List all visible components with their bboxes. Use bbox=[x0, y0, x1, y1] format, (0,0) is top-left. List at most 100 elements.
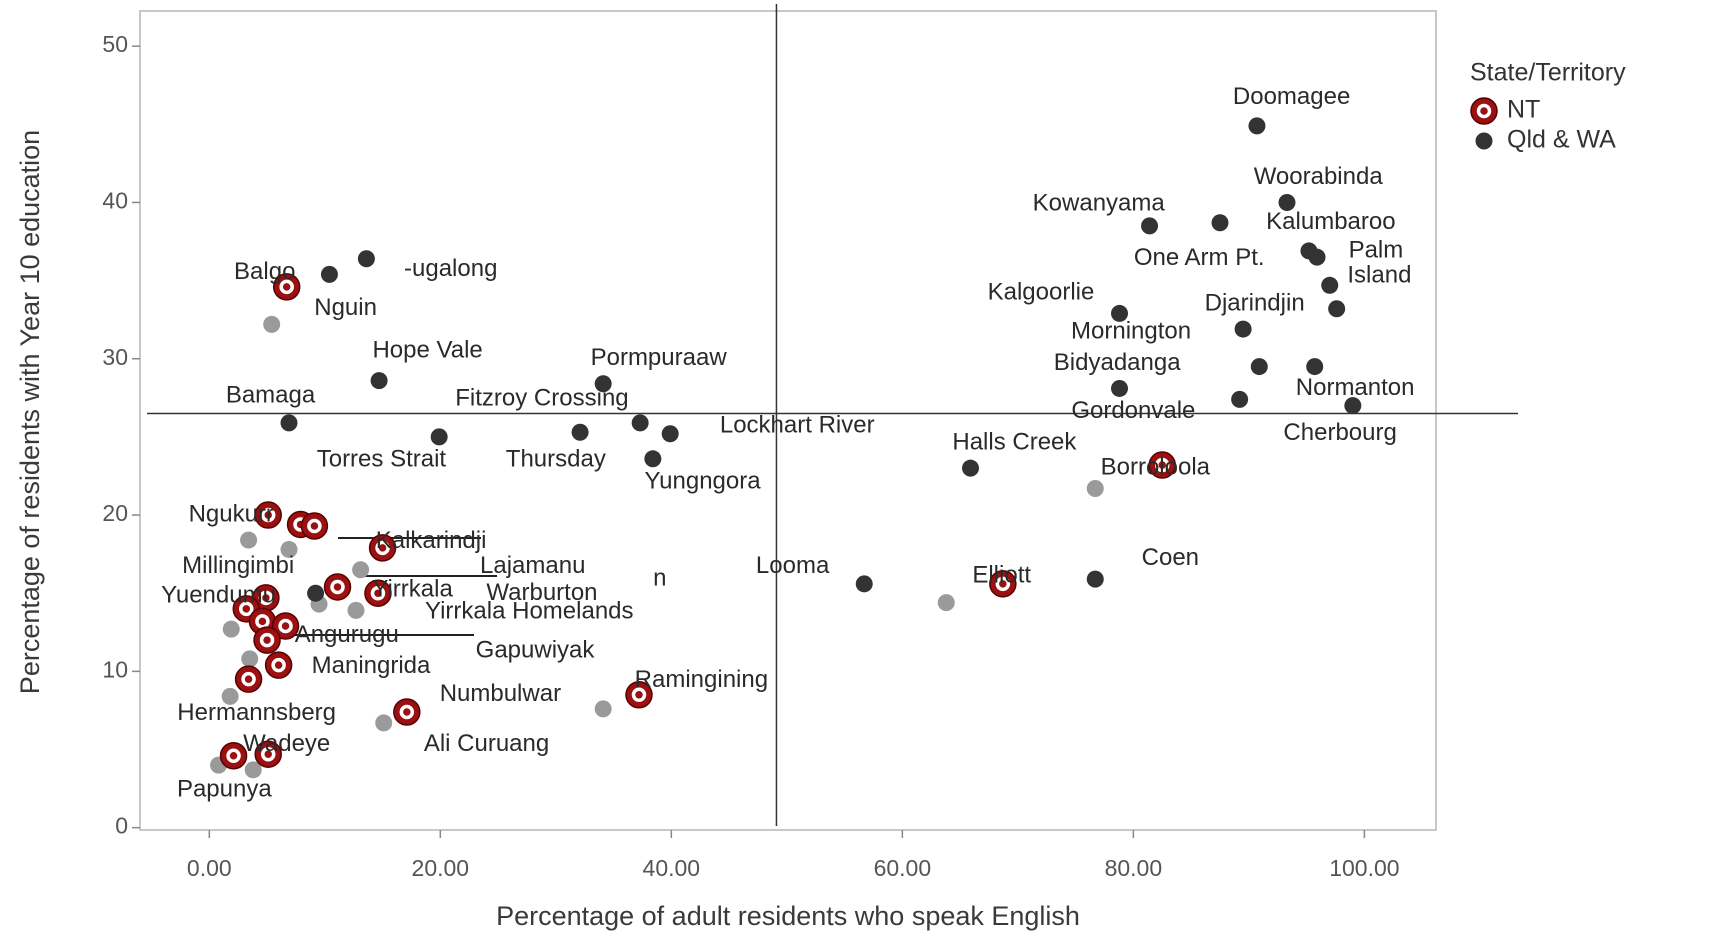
point-label: Cherbourg bbox=[1283, 419, 1396, 446]
x-tick-label: 40.00 bbox=[643, 855, 701, 881]
point-label: Ngukurr bbox=[189, 500, 274, 527]
point bbox=[1308, 248, 1326, 266]
point-label: Yirrkala Homelands bbox=[425, 597, 634, 624]
point-label: Angurugu bbox=[295, 621, 399, 648]
y-tick-label: 10 bbox=[102, 656, 128, 682]
point bbox=[234, 665, 263, 693]
point bbox=[1328, 300, 1346, 318]
x-tick-label: 0.00 bbox=[187, 855, 232, 881]
point-label: Lockhart River bbox=[720, 411, 875, 438]
point bbox=[307, 584, 325, 602]
point bbox=[1148, 451, 1176, 479]
point-ring bbox=[259, 632, 275, 648]
y-tick-label: 0 bbox=[115, 813, 128, 839]
point bbox=[1278, 193, 1296, 211]
point bbox=[300, 512, 329, 540]
point-label: Ramingining bbox=[635, 666, 768, 693]
y-axis-title: Percentage of residents with Year 10 edu… bbox=[15, 130, 45, 694]
point-ring bbox=[370, 585, 386, 601]
point bbox=[937, 594, 955, 612]
point bbox=[219, 742, 248, 770]
point-label: Djarindjin bbox=[1205, 289, 1305, 316]
point-label: Elliott bbox=[972, 561, 1031, 588]
point bbox=[625, 681, 653, 709]
point bbox=[1086, 570, 1104, 588]
point-label: Warburton bbox=[486, 579, 597, 606]
point-label: Kowanyama bbox=[1033, 189, 1166, 216]
point bbox=[1321, 276, 1339, 294]
point bbox=[594, 700, 612, 718]
point-label: Coen bbox=[1142, 544, 1199, 571]
point bbox=[962, 459, 980, 477]
point bbox=[323, 573, 352, 601]
point-ring bbox=[255, 614, 270, 629]
point bbox=[1250, 358, 1268, 376]
point bbox=[280, 540, 298, 558]
point-ring bbox=[1476, 103, 1492, 119]
point-label: n bbox=[653, 564, 666, 591]
point-ring bbox=[226, 748, 241, 764]
point-label: Lajamanu bbox=[480, 552, 585, 579]
point-ring bbox=[279, 279, 294, 295]
y-tick-label: 40 bbox=[102, 188, 128, 214]
point-label: Palm bbox=[1349, 236, 1404, 263]
point bbox=[1141, 217, 1159, 235]
point bbox=[280, 414, 298, 432]
point-label: Yuendumu bbox=[161, 582, 276, 609]
point-label: Kalumbaroo bbox=[1266, 208, 1395, 235]
point-label: Gordonvale bbox=[1071, 397, 1195, 424]
point-label: Woorabinda bbox=[1254, 163, 1384, 190]
point bbox=[240, 531, 258, 549]
point bbox=[1086, 479, 1104, 497]
x-tick-label: 20.00 bbox=[412, 855, 470, 881]
point bbox=[368, 534, 397, 562]
point-label: Island bbox=[1347, 261, 1411, 288]
point bbox=[644, 450, 662, 468]
point bbox=[1344, 397, 1362, 415]
point-ring bbox=[631, 687, 647, 703]
point bbox=[271, 612, 300, 640]
point-ring bbox=[239, 601, 254, 617]
point bbox=[254, 740, 282, 768]
point-label: Bidyadanga bbox=[1054, 349, 1181, 376]
point bbox=[430, 428, 448, 446]
point-ring bbox=[258, 590, 274, 606]
point bbox=[1231, 390, 1249, 408]
point-label: Nguin bbox=[314, 294, 377, 321]
point-label: Bamaga bbox=[226, 382, 316, 409]
point bbox=[1475, 132, 1493, 150]
point bbox=[222, 620, 240, 638]
point-ring bbox=[271, 657, 286, 673]
point bbox=[661, 425, 679, 443]
point-ring bbox=[260, 746, 276, 762]
point-ring bbox=[1154, 457, 1170, 473]
point bbox=[357, 250, 375, 268]
point-label: Doomagee bbox=[1233, 83, 1350, 110]
point-label: Hermannsberg bbox=[177, 699, 336, 726]
point bbox=[571, 423, 589, 441]
point-label: Kalgoorlie bbox=[988, 278, 1095, 305]
point bbox=[1234, 320, 1252, 338]
point-label: Thursday bbox=[506, 446, 606, 473]
point-label: Balgo bbox=[234, 258, 295, 285]
point bbox=[347, 601, 365, 619]
y-tick-label: 50 bbox=[102, 31, 128, 57]
legend-item: Qld & WA bbox=[1475, 126, 1616, 154]
point bbox=[1248, 117, 1266, 135]
point-label: Fitzroy Crossing bbox=[455, 385, 628, 412]
point bbox=[244, 761, 262, 779]
point-label: -ugalong bbox=[404, 255, 497, 282]
series bbox=[219, 273, 1176, 770]
point bbox=[375, 714, 393, 732]
point-label: Millingimbi bbox=[182, 552, 294, 579]
point bbox=[254, 501, 282, 529]
point bbox=[241, 650, 259, 668]
x-tick-label: 100.00 bbox=[1329, 855, 1399, 881]
point bbox=[253, 626, 281, 654]
point-label: Mornington bbox=[1071, 318, 1191, 345]
point bbox=[855, 575, 873, 593]
point-label: Borroloola bbox=[1101, 454, 1211, 481]
point-ring bbox=[260, 507, 276, 523]
point-label: Pormpuraaw bbox=[591, 344, 728, 371]
